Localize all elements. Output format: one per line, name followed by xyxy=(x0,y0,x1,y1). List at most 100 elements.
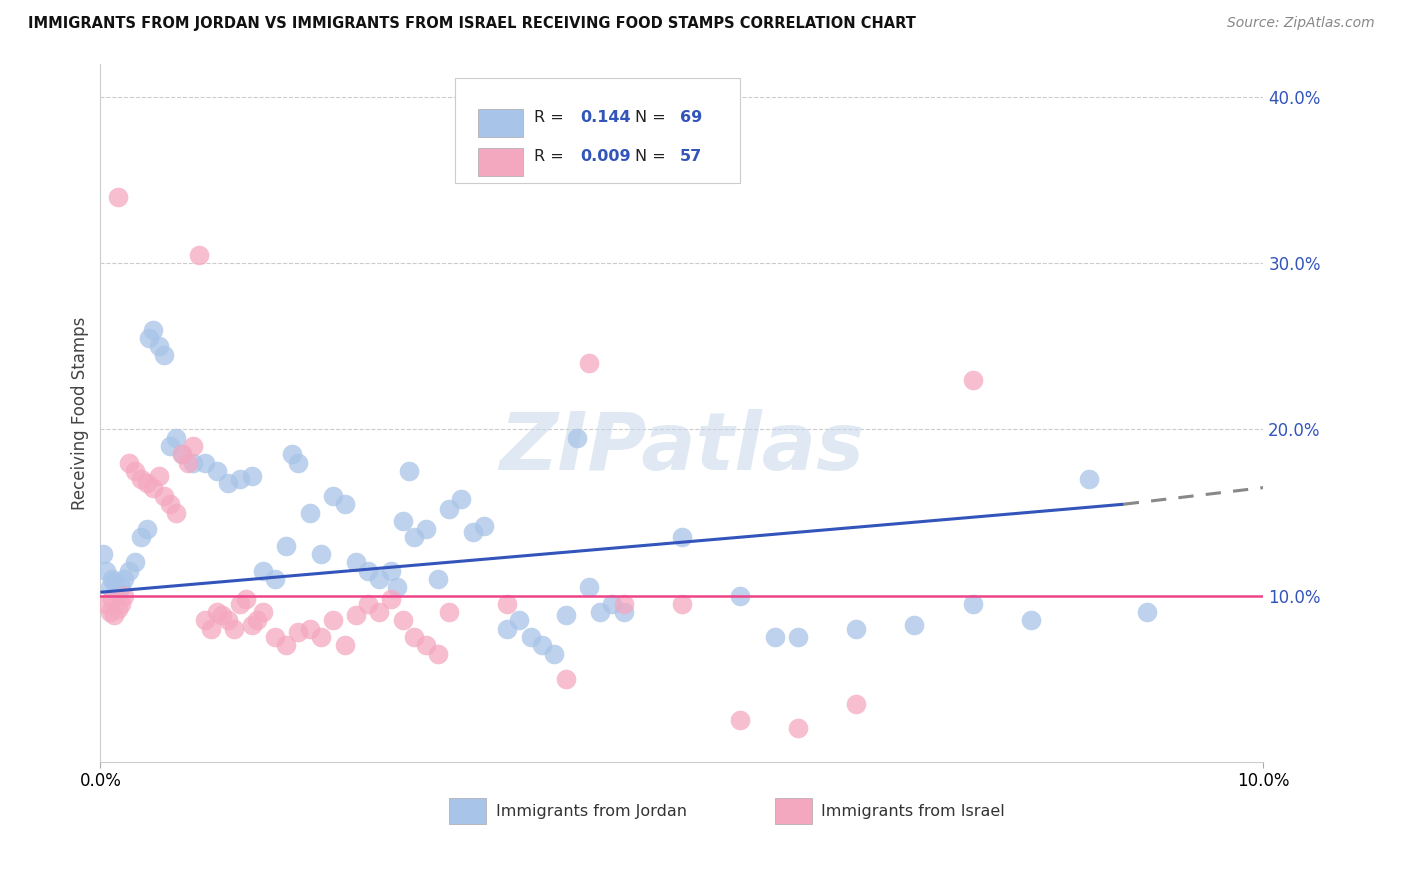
Point xyxy=(763,630,786,644)
Text: Source: ZipAtlas.com: Source: ZipAtlas.com xyxy=(1227,16,1375,30)
Point xyxy=(845,697,868,711)
FancyBboxPatch shape xyxy=(775,798,813,824)
Point xyxy=(124,464,146,478)
Point xyxy=(110,597,132,611)
Point xyxy=(404,531,426,545)
Point xyxy=(385,580,408,594)
Point xyxy=(246,614,269,628)
Point xyxy=(531,639,554,653)
Point xyxy=(142,481,165,495)
Point xyxy=(578,580,600,594)
Point xyxy=(450,492,472,507)
Point xyxy=(311,630,333,644)
Point xyxy=(543,647,565,661)
Text: 69: 69 xyxy=(679,110,702,125)
Text: Immigrants from Israel: Immigrants from Israel xyxy=(821,805,1005,820)
Point xyxy=(344,608,367,623)
Point xyxy=(333,639,356,653)
Point xyxy=(183,439,205,453)
Point xyxy=(287,456,309,470)
Text: 57: 57 xyxy=(679,149,702,163)
Text: ZIPatlas: ZIPatlas xyxy=(499,409,865,487)
Point xyxy=(112,572,135,586)
Point xyxy=(554,608,576,623)
Point xyxy=(183,456,205,470)
Point xyxy=(205,605,228,619)
Point xyxy=(589,605,612,619)
Text: R =: R = xyxy=(534,110,569,125)
Point xyxy=(1136,605,1159,619)
Point xyxy=(165,506,187,520)
Point xyxy=(229,597,252,611)
Point xyxy=(613,605,636,619)
Point xyxy=(217,475,239,490)
Point xyxy=(728,589,751,603)
Point xyxy=(153,348,176,362)
Point xyxy=(240,469,263,483)
Point xyxy=(124,555,146,569)
Point xyxy=(110,580,132,594)
Point xyxy=(962,597,984,611)
Point xyxy=(368,605,391,619)
Point xyxy=(380,591,402,606)
Point xyxy=(391,614,413,628)
Point xyxy=(344,555,367,569)
Point xyxy=(426,647,449,661)
Point xyxy=(368,572,391,586)
Point xyxy=(107,585,129,599)
Point xyxy=(298,622,321,636)
Point xyxy=(135,522,157,536)
Point xyxy=(263,572,285,586)
Point xyxy=(287,625,309,640)
Point xyxy=(322,489,344,503)
Point xyxy=(101,572,124,586)
Point xyxy=(600,597,623,611)
Text: IMMIGRANTS FROM JORDAN VS IMMIGRANTS FROM ISRAEL RECEIVING FOOD STAMPS CORRELATI: IMMIGRANTS FROM JORDAN VS IMMIGRANTS FRO… xyxy=(28,16,915,31)
FancyBboxPatch shape xyxy=(450,798,486,824)
Point xyxy=(98,605,121,619)
FancyBboxPatch shape xyxy=(478,148,523,176)
Point xyxy=(159,439,181,453)
Point xyxy=(252,605,274,619)
Point xyxy=(176,456,198,470)
Point xyxy=(472,518,495,533)
Point xyxy=(962,373,984,387)
Point xyxy=(229,472,252,486)
Point xyxy=(787,630,810,644)
Point xyxy=(240,618,263,632)
Point xyxy=(357,597,380,611)
Point xyxy=(211,608,233,623)
Point xyxy=(96,597,118,611)
Point xyxy=(322,614,344,628)
Point xyxy=(845,622,868,636)
Point xyxy=(200,622,222,636)
Point xyxy=(567,431,589,445)
Point xyxy=(415,639,437,653)
Point xyxy=(903,618,925,632)
Text: 0.009: 0.009 xyxy=(581,149,631,163)
Point xyxy=(508,614,530,628)
Point xyxy=(426,572,449,586)
Point xyxy=(391,514,413,528)
Point xyxy=(276,639,298,653)
Point xyxy=(496,597,519,611)
Point xyxy=(112,589,135,603)
Point xyxy=(103,575,125,590)
Text: 0.144: 0.144 xyxy=(581,110,631,125)
Point xyxy=(170,447,193,461)
Point xyxy=(333,497,356,511)
Point xyxy=(787,722,810,736)
Y-axis label: Receiving Food Stamps: Receiving Food Stamps xyxy=(72,316,89,509)
Point xyxy=(1077,472,1099,486)
Point xyxy=(170,447,193,461)
Point xyxy=(222,622,245,636)
Point xyxy=(91,547,114,561)
Point xyxy=(671,531,693,545)
Point xyxy=(578,356,600,370)
Point xyxy=(159,497,181,511)
Point xyxy=(380,564,402,578)
Point xyxy=(1019,614,1042,628)
Point xyxy=(101,591,124,606)
Point xyxy=(138,331,160,345)
Point xyxy=(142,323,165,337)
